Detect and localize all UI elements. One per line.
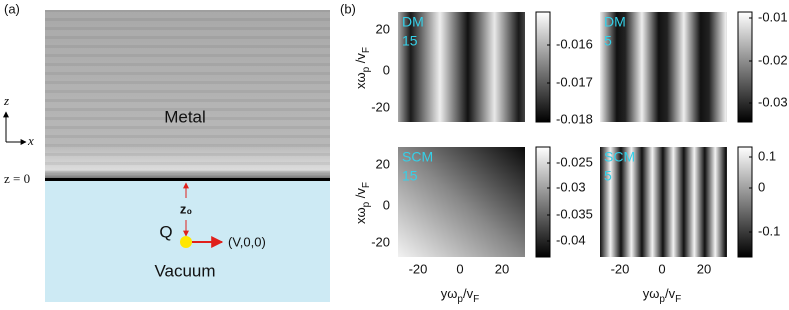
- heatmap-label: DM: [604, 14, 626, 30]
- axis-label: xωp /vF: [353, 47, 371, 89]
- axis-label: yωp/vF: [441, 286, 479, 304]
- colorbar-tick-label: -0.035: [556, 206, 593, 221]
- x-tick-label: 20: [495, 261, 509, 276]
- axis-label-part: /v: [665, 286, 676, 301]
- colorbar-tick-label: -0.016: [556, 36, 593, 51]
- colorbar-tick-label: -0.02: [758, 52, 788, 67]
- axis-x: x: [27, 133, 34, 148]
- heatmap: [600, 12, 727, 122]
- axis-label-part: /v: [353, 53, 368, 67]
- axis-z: z: [3, 93, 9, 108]
- colorbar-tick-label: -0.01: [758, 9, 788, 24]
- axis-label: xωp /vF: [353, 182, 371, 224]
- axis-label-part: yω: [441, 286, 458, 301]
- axis-label-part: p: [659, 294, 665, 305]
- heatmap-label: 15: [402, 33, 418, 49]
- metal-label: Metal: [164, 107, 206, 126]
- y-tick-label: 20: [376, 156, 390, 171]
- distance-label: z₀: [180, 201, 193, 216]
- x-tick-label: -20: [409, 261, 428, 276]
- heatmap-label: SCM: [604, 149, 635, 165]
- x-tick-label: 0: [658, 261, 665, 276]
- heatmap-label: 5: [604, 33, 612, 49]
- axis-label-part: F: [473, 294, 479, 305]
- colorbar-tick-label: -0.1: [758, 223, 780, 238]
- panel-label: (a): [4, 1, 20, 16]
- axis-label-part: F: [361, 182, 372, 188]
- heatmap: [398, 12, 525, 122]
- colorbar-tick-label: 0: [758, 179, 765, 194]
- charge-label: Q: [159, 222, 172, 241]
- heatmap-label: SCM: [402, 149, 433, 165]
- axis-label-part: p: [361, 66, 372, 72]
- velocity-label: (V,0,0): [228, 234, 266, 249]
- interface-label: z = 0: [4, 171, 30, 186]
- axis-label: yωp/vF: [643, 286, 681, 304]
- axis-label-part: xω: [353, 72, 368, 89]
- colorbar: [737, 146, 753, 258]
- colorbar-tick-label: -0.018: [556, 111, 593, 126]
- heatmap: [600, 147, 727, 257]
- heatmap-label: 15: [402, 168, 418, 184]
- x-tick-label: 20: [697, 261, 711, 276]
- axis-label-part: /v: [463, 286, 474, 301]
- y-tick-label: 20: [376, 21, 390, 36]
- colorbar: [535, 146, 551, 258]
- y-tick-label: -20: [371, 99, 390, 114]
- metal-texture: [45, 10, 330, 178]
- colorbar-tick-label: -0.017: [556, 74, 593, 89]
- colorbar-tick-label: -0.03: [556, 179, 586, 194]
- y-tick-label: -20: [371, 234, 390, 249]
- heatmap: [398, 147, 525, 257]
- axis-label-part: yω: [643, 286, 660, 301]
- heatmap-label: 5: [604, 168, 612, 184]
- charge: [180, 236, 192, 248]
- panel-label: (b): [340, 1, 356, 16]
- axis-label-part: /v: [353, 188, 368, 202]
- y-tick-label: 0: [383, 62, 390, 77]
- axis-label-part: F: [675, 294, 681, 305]
- axis-label-part: xω: [353, 207, 368, 224]
- axis-label-part: p: [361, 201, 372, 207]
- colorbar-tick-label: -0.03: [758, 94, 788, 109]
- axis-label-part: F: [361, 47, 372, 53]
- interface-line: [45, 178, 330, 181]
- x-tick-label: 0: [456, 261, 463, 276]
- heatmap-label: DM: [402, 14, 424, 30]
- y-tick-label: 0: [383, 197, 390, 212]
- colorbar: [535, 11, 551, 123]
- colorbar-tick-label: -0.04: [556, 232, 586, 247]
- axis-label-part: p: [457, 294, 463, 305]
- vacuum-label: Vacuum: [154, 261, 215, 280]
- colorbar-tick-label: -0.025: [556, 154, 593, 169]
- colorbar-tick-label: 0.1: [758, 148, 776, 163]
- colorbar: [737, 11, 753, 123]
- x-tick-label: -20: [611, 261, 630, 276]
